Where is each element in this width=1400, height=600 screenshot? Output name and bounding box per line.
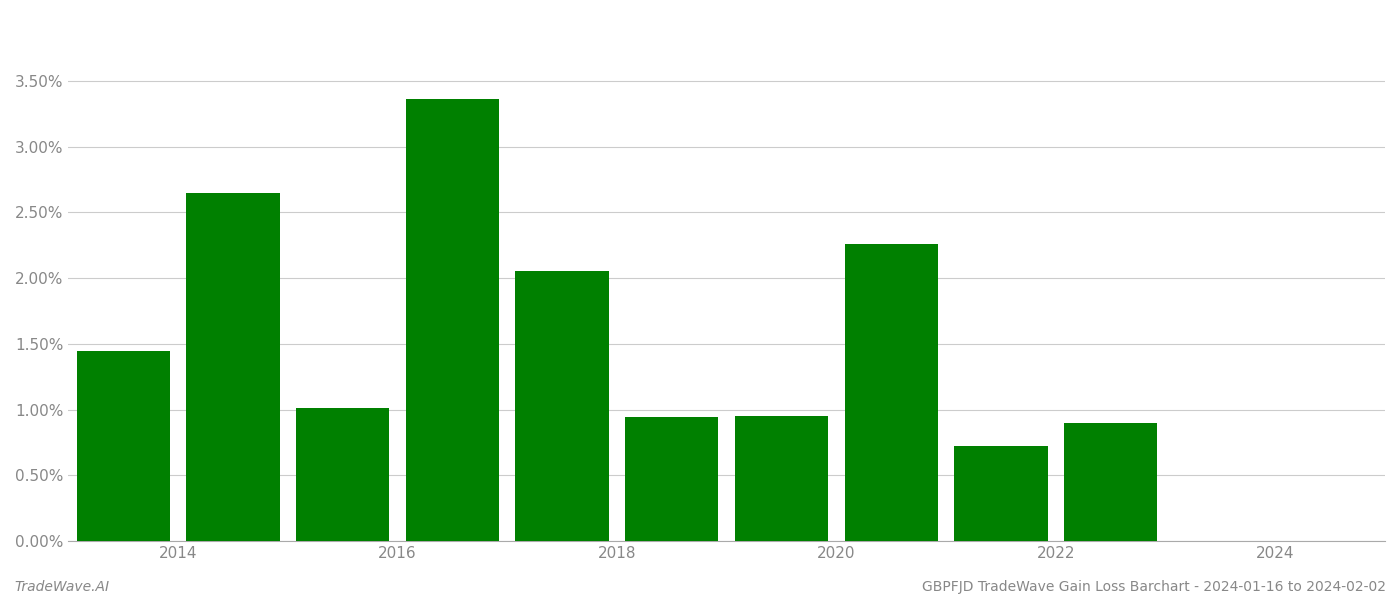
Bar xyxy=(955,446,1047,541)
Bar xyxy=(186,193,280,541)
Text: TradeWave.AI: TradeWave.AI xyxy=(14,580,109,594)
Bar xyxy=(515,271,609,541)
Bar xyxy=(406,99,498,541)
Bar xyxy=(295,408,389,541)
Bar xyxy=(844,244,938,541)
Bar xyxy=(1064,424,1158,541)
Bar xyxy=(626,417,718,541)
Text: GBPFJD TradeWave Gain Loss Barchart - 2024-01-16 to 2024-02-02: GBPFJD TradeWave Gain Loss Barchart - 20… xyxy=(923,580,1386,594)
Bar xyxy=(77,351,169,541)
Bar xyxy=(735,416,829,541)
